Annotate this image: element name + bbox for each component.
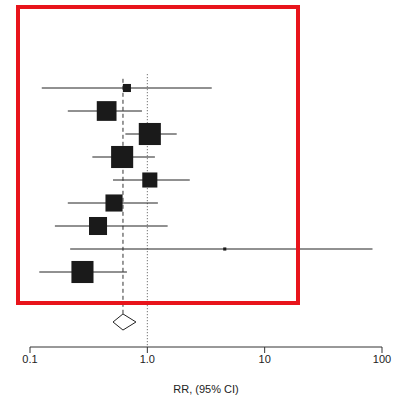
svg-text:100: 100	[373, 353, 391, 365]
svg-text:1.0: 1.0	[140, 353, 155, 365]
svg-text:10: 10	[259, 353, 271, 365]
svg-text:0.1: 0.1	[22, 353, 37, 365]
svg-text:RR, (95% CI): RR, (95% CI)	[173, 383, 238, 395]
